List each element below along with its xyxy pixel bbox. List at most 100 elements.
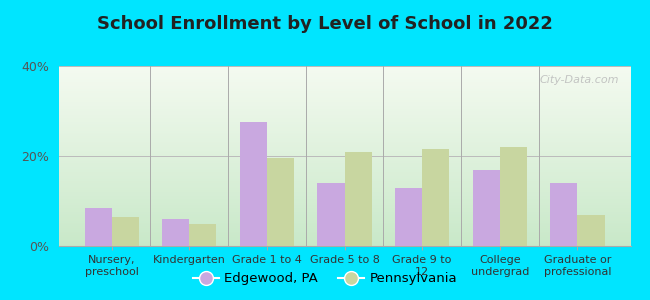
Bar	[58, 197, 630, 199]
Legend: Edgewood, PA, Pennsylvania: Edgewood, PA, Pennsylvania	[187, 267, 463, 290]
Bar	[58, 239, 630, 241]
Bar	[500, 147, 527, 246]
Bar	[58, 156, 630, 158]
Bar	[58, 224, 630, 226]
Bar	[162, 219, 189, 246]
Text: City-Data.com: City-Data.com	[540, 75, 619, 85]
Bar	[58, 88, 630, 89]
Bar	[58, 134, 630, 136]
Bar	[58, 219, 630, 221]
Bar	[58, 86, 630, 88]
Bar	[58, 154, 630, 156]
Bar	[58, 161, 630, 163]
Bar	[550, 183, 577, 246]
Bar	[58, 205, 630, 206]
Bar	[58, 115, 630, 116]
Bar	[58, 160, 630, 161]
Bar	[58, 118, 630, 120]
Bar	[58, 176, 630, 178]
Bar	[58, 194, 630, 196]
Bar	[58, 226, 630, 228]
Bar	[58, 89, 630, 91]
Bar	[317, 183, 344, 246]
Bar	[112, 217, 139, 246]
Bar	[58, 145, 630, 147]
Bar	[58, 185, 630, 187]
Bar	[58, 165, 630, 167]
Bar	[58, 203, 630, 205]
Bar	[58, 125, 630, 127]
Bar	[58, 233, 630, 235]
Bar	[58, 210, 630, 212]
Bar	[58, 113, 630, 115]
Bar	[58, 232, 630, 233]
Bar	[58, 68, 630, 70]
Bar	[58, 163, 630, 165]
Bar	[58, 201, 630, 203]
Bar	[58, 179, 630, 181]
Bar	[58, 151, 630, 152]
Bar	[58, 79, 630, 80]
Bar	[58, 147, 630, 149]
Bar	[422, 149, 449, 246]
Bar	[58, 66, 630, 68]
Bar	[58, 140, 630, 142]
Bar	[58, 80, 630, 82]
Text: School Enrollment by Level of School in 2022: School Enrollment by Level of School in …	[97, 15, 553, 33]
Bar	[473, 169, 500, 246]
Bar	[58, 71, 630, 73]
Bar	[58, 188, 630, 190]
Bar	[58, 187, 630, 188]
Bar	[58, 196, 630, 197]
Bar	[58, 208, 630, 210]
Bar	[58, 190, 630, 192]
Bar	[58, 93, 630, 95]
Bar	[58, 109, 630, 111]
Bar	[577, 214, 605, 246]
Bar	[58, 133, 630, 134]
Bar	[58, 73, 630, 75]
Bar	[267, 158, 294, 246]
Bar	[58, 107, 630, 109]
Bar	[58, 138, 630, 140]
Bar	[58, 217, 630, 219]
Bar	[58, 131, 630, 133]
Bar	[58, 84, 630, 86]
Bar	[58, 122, 630, 124]
Bar	[58, 102, 630, 104]
Bar	[58, 75, 630, 77]
Bar	[58, 111, 630, 113]
Bar	[58, 143, 630, 145]
Bar	[58, 230, 630, 232]
Bar	[58, 214, 630, 215]
Bar	[58, 82, 630, 84]
Bar	[58, 199, 630, 201]
Bar	[58, 136, 630, 138]
Bar	[58, 100, 630, 102]
Bar	[58, 106, 630, 107]
Bar	[58, 178, 630, 179]
Bar	[58, 241, 630, 242]
Bar	[58, 172, 630, 174]
Bar	[58, 215, 630, 217]
Bar	[58, 242, 630, 244]
Bar	[58, 91, 630, 93]
Bar	[58, 120, 630, 122]
Bar	[58, 95, 630, 97]
Bar	[240, 122, 267, 246]
Bar	[58, 98, 630, 100]
Bar	[58, 174, 630, 176]
Bar	[58, 77, 630, 79]
Bar	[58, 212, 630, 214]
Bar	[58, 228, 630, 230]
Bar	[58, 221, 630, 223]
Bar	[58, 181, 630, 183]
Bar	[58, 223, 630, 224]
Bar	[58, 237, 630, 239]
Bar	[58, 158, 630, 160]
Bar	[58, 170, 630, 172]
Bar	[84, 208, 112, 246]
Bar	[58, 97, 630, 98]
Bar	[58, 152, 630, 154]
Bar	[58, 116, 630, 118]
